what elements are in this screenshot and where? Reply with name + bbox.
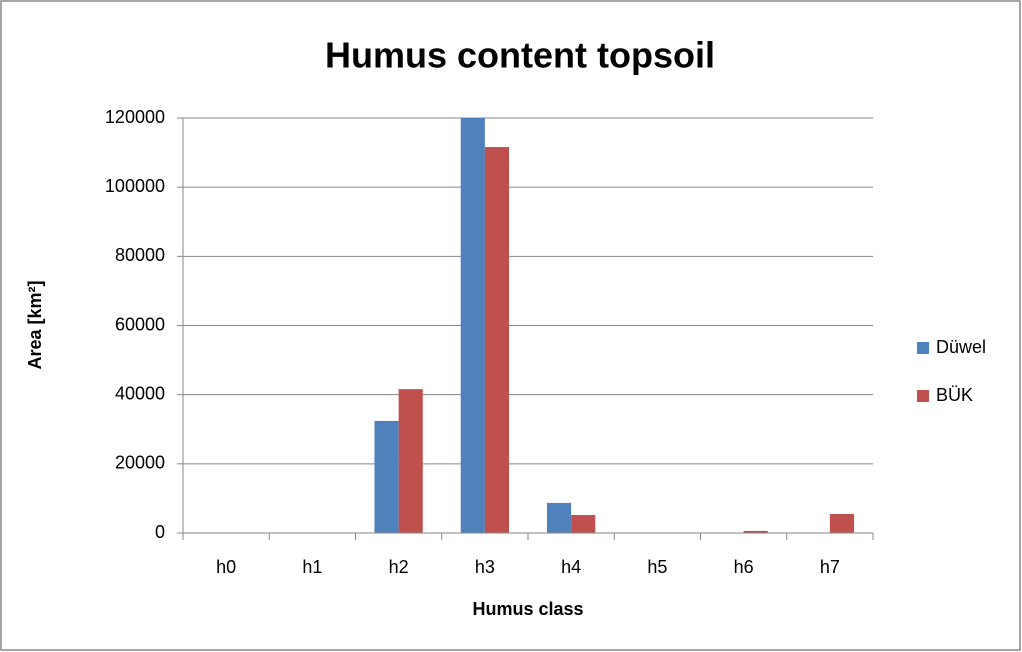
- x-axis-title: Humus class: [472, 599, 583, 619]
- bar: [460, 118, 485, 533]
- legend-swatch: [917, 342, 929, 354]
- legend-swatch: [917, 390, 929, 402]
- x-tick-label: h1: [302, 557, 322, 577]
- y-axis-title: Area [km²]: [25, 280, 45, 369]
- bar: [398, 389, 423, 533]
- bar: [743, 530, 768, 533]
- x-tick-label: h3: [475, 557, 495, 577]
- x-tick-label: h2: [389, 557, 409, 577]
- x-tick-label: h0: [216, 557, 236, 577]
- y-tick-label: 60000: [115, 314, 165, 334]
- bar: [484, 147, 510, 534]
- chart-title: Humus content topsoil: [325, 35, 715, 76]
- y-tick-label: 120000: [105, 107, 165, 127]
- bar: [546, 502, 572, 533]
- bar: [374, 420, 399, 533]
- x-tick-label: h6: [734, 557, 754, 577]
- y-tick-label: 40000: [115, 383, 165, 403]
- y-tick-label: 100000: [105, 176, 165, 196]
- y-tick-label: 20000: [115, 453, 165, 473]
- bar: [829, 513, 855, 533]
- legend-label: BÜK: [936, 385, 973, 405]
- x-tick-label: h4: [561, 557, 581, 577]
- bar: [571, 515, 596, 533]
- x-tick-label: h5: [647, 557, 667, 577]
- y-tick-label: 0: [155, 522, 165, 542]
- legend-label: Düwel: [936, 337, 986, 357]
- x-tick-label: h7: [820, 557, 840, 577]
- y-tick-label: 80000: [115, 245, 165, 265]
